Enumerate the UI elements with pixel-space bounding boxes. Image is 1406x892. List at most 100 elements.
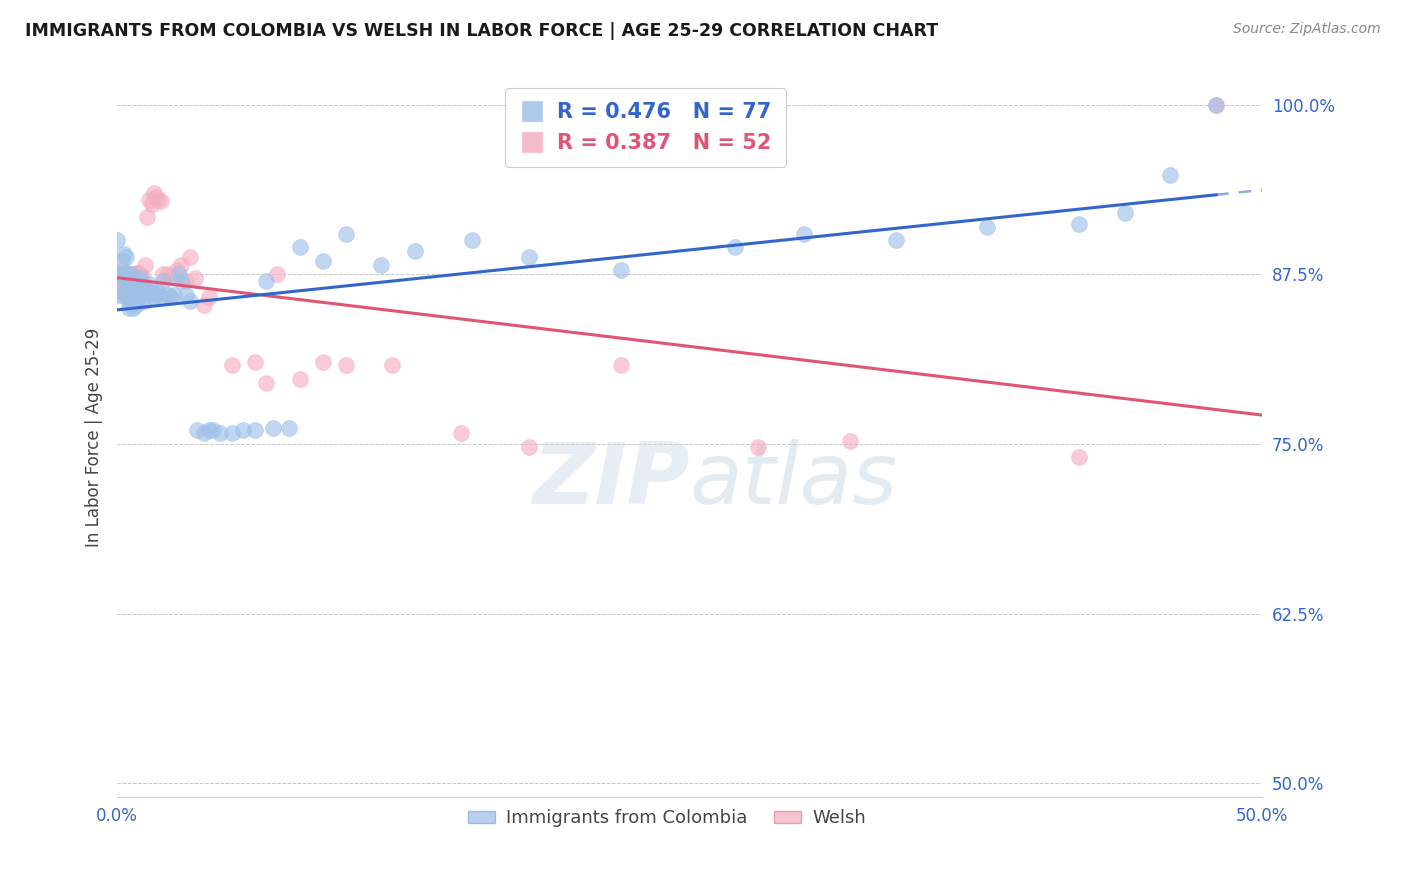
Point: [108, 287, 131, 301]
Point: [134, 294, 156, 309]
Point: [152, 267, 174, 281]
Point: [122, 274, 145, 288]
Point: [976, 219, 998, 234]
Point: [127, 266, 149, 280]
Point: [122, 301, 145, 315]
Point: [122, 285, 145, 299]
Text: atlas: atlas: [689, 439, 897, 522]
Point: [142, 290, 165, 304]
Point: [148, 285, 170, 299]
Point: [221, 358, 243, 372]
Point: [138, 277, 160, 291]
Point: [149, 194, 172, 208]
Point: [120, 269, 142, 284]
Point: [179, 250, 201, 264]
Point: [184, 271, 207, 285]
Point: [112, 247, 135, 261]
Point: [202, 423, 225, 437]
Point: [117, 294, 139, 309]
Point: [112, 274, 135, 288]
Point: [129, 271, 152, 285]
Point: [1067, 217, 1090, 231]
Point: [450, 425, 472, 440]
Point: [111, 287, 134, 301]
Point: [124, 274, 146, 288]
Point: [381, 358, 404, 372]
Point: [105, 267, 128, 281]
Point: [1159, 168, 1181, 182]
Point: [122, 274, 145, 288]
Point: [134, 258, 156, 272]
Point: [129, 287, 152, 301]
Point: [115, 287, 138, 301]
Point: [131, 268, 153, 283]
Point: [115, 274, 138, 288]
Point: [117, 267, 139, 281]
Point: [335, 227, 357, 241]
Point: [115, 250, 138, 264]
Point: [117, 301, 139, 315]
Point: [277, 420, 299, 434]
Point: [141, 285, 163, 299]
Point: [1067, 450, 1090, 465]
Point: [117, 281, 139, 295]
Point: [134, 281, 156, 295]
Point: [163, 287, 186, 301]
Point: [149, 290, 172, 304]
Point: [112, 267, 135, 281]
Point: [156, 267, 179, 281]
Point: [117, 267, 139, 281]
Point: [610, 358, 633, 372]
Point: [148, 193, 170, 207]
Point: [404, 244, 426, 259]
Point: [145, 287, 167, 301]
Point: [221, 425, 243, 440]
Point: [1205, 97, 1227, 112]
Point: [105, 271, 128, 285]
Point: [312, 355, 335, 369]
Point: [129, 267, 152, 281]
Point: [174, 274, 197, 288]
Point: [884, 233, 907, 247]
Point: [290, 372, 312, 386]
Point: [170, 258, 193, 272]
Point: [138, 193, 160, 207]
Point: [517, 440, 540, 454]
Y-axis label: In Labor Force | Age 25-29: In Labor Force | Age 25-29: [86, 327, 103, 547]
Point: [174, 287, 197, 301]
Point: [141, 196, 163, 211]
Point: [370, 258, 392, 272]
Point: [290, 240, 312, 254]
Point: [170, 274, 193, 288]
Point: [793, 227, 815, 241]
Point: [159, 290, 181, 304]
Point: [156, 287, 179, 301]
Point: [724, 240, 747, 254]
Point: [112, 267, 135, 281]
Point: [167, 267, 190, 281]
Point: [747, 440, 769, 454]
Point: [120, 294, 142, 309]
Point: [122, 285, 145, 299]
Point: [243, 423, 266, 437]
Text: Source: ZipAtlas.com: Source: ZipAtlas.com: [1233, 22, 1381, 37]
Point: [517, 250, 540, 264]
Point: [115, 285, 138, 299]
Point: [124, 266, 146, 280]
Point: [197, 290, 219, 304]
Point: [117, 277, 139, 291]
Legend: Immigrants from Colombia, Welsh: Immigrants from Colombia, Welsh: [461, 802, 873, 835]
Point: [108, 281, 131, 295]
Point: [105, 233, 128, 247]
Point: [136, 211, 159, 225]
Point: [112, 285, 135, 299]
Point: [124, 271, 146, 285]
Point: [254, 274, 277, 288]
Point: [193, 298, 215, 312]
Point: [120, 267, 142, 281]
Point: [838, 434, 860, 449]
Point: [131, 277, 153, 291]
Point: [254, 376, 277, 390]
Point: [127, 290, 149, 304]
Point: [209, 425, 232, 440]
